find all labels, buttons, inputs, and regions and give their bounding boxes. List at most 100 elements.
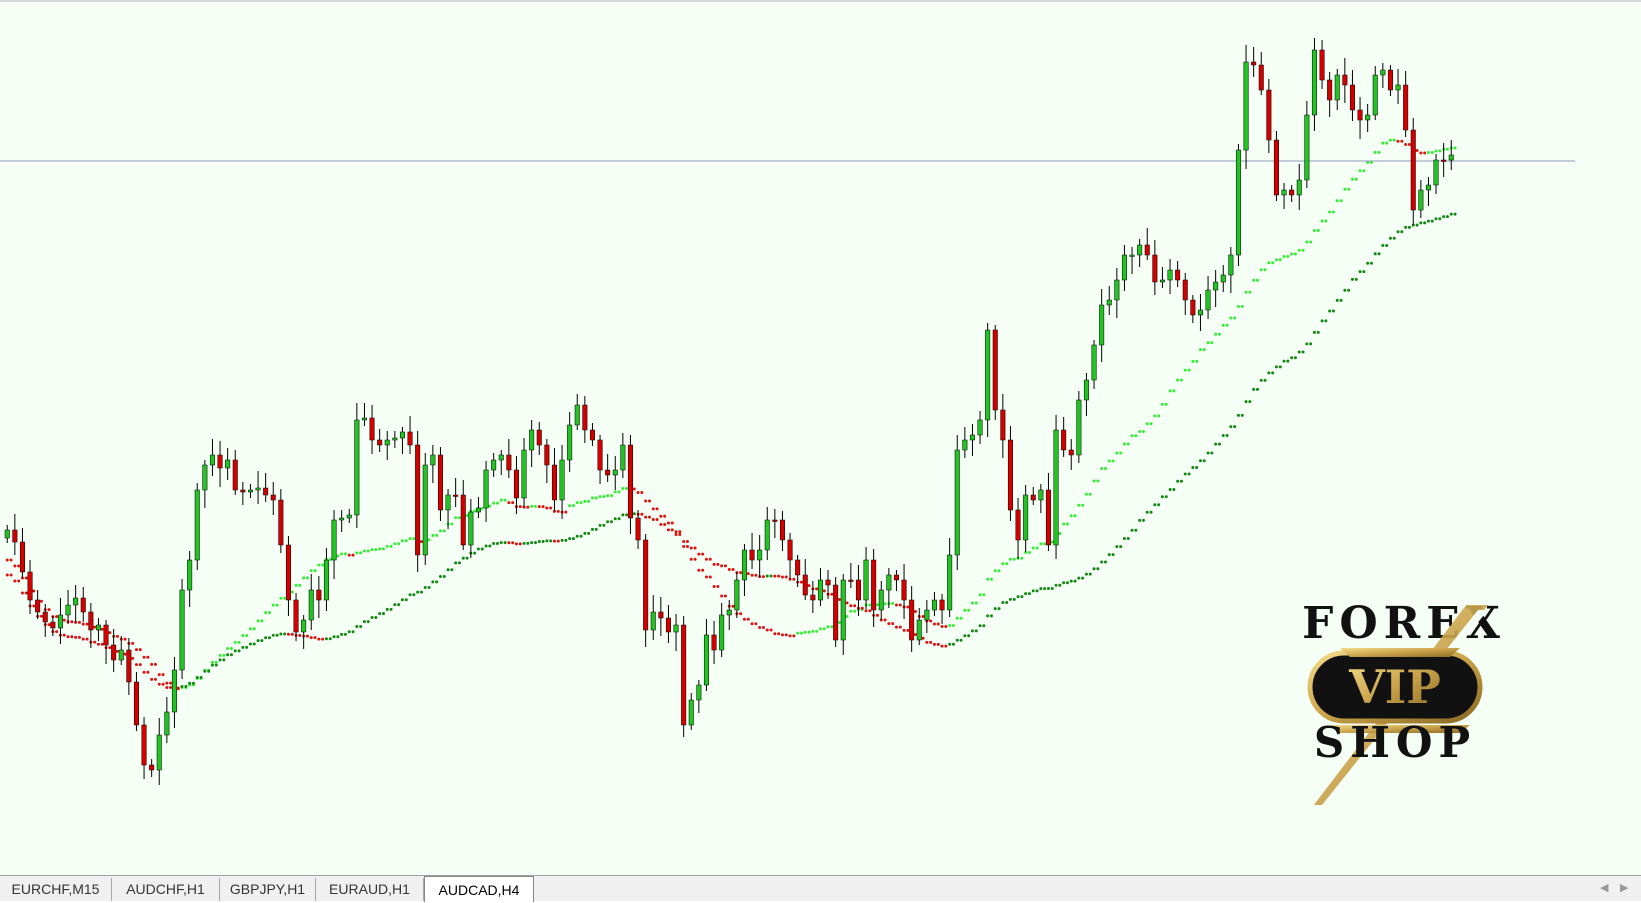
ma-slow-dot	[1210, 451, 1214, 455]
ma-fast-dot	[1024, 551, 1028, 554]
ma-fast-dot	[689, 557, 693, 561]
candle	[407, 416, 413, 454]
ma-fast-dot	[613, 490, 617, 494]
chart-area[interactable]: FOREX VIP SHOP	[0, 0, 1641, 875]
ma-slow-dot	[381, 612, 385, 616]
ma-slow-dot	[32, 604, 36, 608]
ma-slow-dot	[625, 513, 629, 517]
ma-fast-dot	[305, 576, 309, 580]
ma-fast-dot	[948, 624, 952, 627]
ma-fast-dot	[1077, 503, 1081, 507]
tab-audcad-h4[interactable]: AUDCAD,H4	[424, 876, 534, 902]
ma-slow-dot	[701, 552, 705, 556]
ma-fast-dot	[993, 569, 997, 573]
ma-fast-dot	[1141, 430, 1145, 433]
ma-fast-dot	[1172, 389, 1176, 393]
candlesticks	[4, 38, 1454, 785]
candle	[354, 403, 360, 528]
ma-slow-dot	[579, 534, 583, 538]
ma-fast-dot	[796, 631, 800, 635]
ma-slow-dot	[746, 572, 750, 576]
candle	[149, 759, 155, 777]
ma-slow-dot	[761, 575, 765, 579]
ma-fast-dot	[1020, 556, 1024, 560]
tab-audchf-h1[interactable]: AUDCHF,H1	[112, 878, 220, 901]
ma-slow-dot	[507, 541, 511, 545]
candle	[1441, 143, 1447, 177]
tab-eurchf-m15[interactable]: EURCHF,M15	[0, 878, 112, 901]
ma-fast-dot	[951, 624, 955, 627]
ma-fast-dot	[1419, 151, 1423, 155]
ma-fast-dot	[545, 506, 549, 510]
candle	[270, 482, 276, 515]
ma-slow-dot	[913, 633, 917, 636]
ma-fast-dot	[739, 612, 743, 616]
candle	[1129, 247, 1135, 274]
candle	[1311, 38, 1317, 131]
ma-slow-dot	[1339, 298, 1343, 302]
ma-fast-dot	[74, 620, 78, 624]
ma-fast-dot	[317, 563, 321, 567]
ma-slow-dot	[503, 541, 507, 545]
ma-slow-dot	[537, 540, 541, 544]
ma-slow-dot	[727, 567, 731, 571]
candle	[57, 598, 63, 644]
ma-slow-dot	[845, 601, 849, 605]
ma-fast-dot	[233, 640, 237, 644]
ma-fast-dot	[290, 590, 294, 594]
ma-fast-dot	[153, 662, 157, 666]
ma-slow-dot	[1054, 583, 1058, 587]
ma-slow-dot	[431, 580, 435, 584]
ma-fast-dot	[598, 495, 602, 499]
ma-fast-dot	[1005, 562, 1009, 566]
candle	[1365, 104, 1371, 132]
ma-slow-dot	[948, 642, 952, 646]
tab-scroll-left-icon[interactable]: ◀	[1600, 882, 1609, 894]
ma-slow-dot	[1229, 425, 1233, 429]
ma-slow-dot	[283, 632, 287, 636]
ma-slow-dot	[1445, 215, 1449, 219]
candle	[1175, 261, 1181, 287]
ma-fast-dot	[883, 602, 887, 606]
ma-slow-dot	[902, 628, 906, 632]
ma-fast-dot	[1149, 422, 1153, 426]
tab-scroll-right-icon[interactable]: ▶	[1620, 882, 1629, 894]
candle	[1281, 183, 1287, 209]
ma-slow-dot	[1343, 288, 1347, 292]
candle	[802, 559, 808, 600]
ma-fast-dot	[1153, 414, 1157, 418]
ma-slow-dot	[564, 538, 568, 542]
ma-fast-dot	[294, 583, 298, 587]
ma-fast-dot	[1377, 150, 1381, 154]
ma-slow-dot	[362, 620, 366, 624]
candle	[475, 497, 481, 518]
tab-euraud-h1[interactable]: EURAUD,H1	[316, 878, 424, 901]
price-chart[interactable]	[0, 0, 1641, 875]
ma-slow-dot	[1255, 387, 1259, 391]
ma-slow-dot	[898, 625, 902, 629]
candle	[559, 445, 565, 519]
tab-gbpjpy-h1[interactable]: GBPJPY,H1	[220, 878, 316, 901]
ma-fast-dot	[438, 529, 442, 533]
candle	[1159, 267, 1165, 288]
ma-slow-dot	[929, 640, 933, 644]
ma-slow-dot	[1058, 583, 1062, 587]
ma-slow-dot	[571, 537, 575, 541]
ma-fast-dot	[579, 501, 583, 505]
ma-fast-dot	[359, 551, 363, 555]
ma-fast-dot	[1453, 146, 1457, 150]
candle	[240, 482, 246, 505]
ma-fast-dot	[389, 544, 393, 548]
ma-slow-dot	[85, 637, 89, 641]
ma-slow-dot	[218, 658, 222, 662]
ma-fast-dot	[1050, 540, 1054, 544]
ma-fast-dot	[666, 521, 670, 525]
ma-fast-dot	[647, 499, 651, 503]
ma-slow-dot	[1449, 212, 1453, 216]
ma-slow-dot	[906, 628, 910, 632]
ma-fast-dot	[336, 554, 340, 558]
ma-slow-dot	[682, 539, 686, 543]
ma-fast-dot	[404, 539, 408, 543]
ma-fast-dot	[275, 603, 279, 607]
ma-fast-dot	[450, 522, 454, 526]
